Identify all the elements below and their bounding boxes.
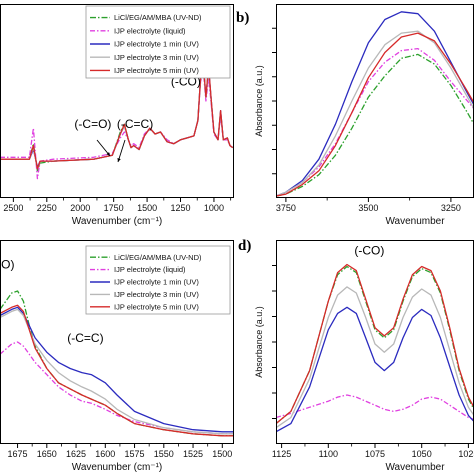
annotation-label: (-C=C) xyxy=(117,117,153,131)
x-tick-label: 2500 xyxy=(3,203,23,213)
annotation-label: (-C=O) xyxy=(74,117,111,131)
panel-label: b) xyxy=(236,10,249,26)
annotation-label: (-CO) xyxy=(354,243,384,257)
series-line-4 xyxy=(276,286,474,429)
x-tick-label: 1100 xyxy=(319,449,338,459)
x-tick-label: 1675 xyxy=(8,449,28,459)
x-tick-label: 1050 xyxy=(412,449,432,459)
x-tick-label: 3250 xyxy=(441,203,461,213)
x-tick-label: 1750 xyxy=(104,203,124,213)
x-axis: 2500 2250 2000 1750 1500 1250 1000 xyxy=(3,198,232,213)
x-tick-label: 1575 xyxy=(125,449,145,459)
series-line-5 xyxy=(0,304,234,437)
legend-entry: IJP electrolyte 1 min (UV) xyxy=(114,40,199,49)
legend-entry: IJP electrolyte 5 min (UV) xyxy=(114,66,199,75)
x-tick-label: 1600 xyxy=(95,449,115,459)
x-tick-label: 1525 xyxy=(183,449,203,459)
chart-panel-4: 1125 1100 1075 1050 1025 Wavenumber Absorbance… xyxy=(238,238,474,473)
chart-panel-3: 1675 1650 1625 1600 1575 1550 1525 1500 Wavenumb… xyxy=(0,240,234,473)
series-line-5 xyxy=(0,61,234,170)
x-axis: 3750 3500 3250 xyxy=(276,198,461,213)
x-tick-label: 2000 xyxy=(70,203,90,213)
y-axis-label: Absorbance (a.u.) xyxy=(254,306,264,378)
plot-frame xyxy=(0,4,234,198)
series-line-4 xyxy=(276,30,474,197)
x-tick-label: 3750 xyxy=(276,203,296,213)
x-axis-label: Wavenumber xyxy=(385,462,445,473)
x-axis-label: Wavenumber (cm⁻¹) xyxy=(72,216,162,227)
y-axis xyxy=(272,265,276,419)
series-line-3 xyxy=(0,306,234,433)
x-tick-label: 1000 xyxy=(204,203,224,213)
arrow-head xyxy=(106,152,110,156)
legend-entry: LiCl/EG/AM/MBA (UV-ND) xyxy=(114,253,202,262)
x-tick-label: 2250 xyxy=(37,203,57,213)
x-tick-label: 1625 xyxy=(66,449,86,459)
series-line-3 xyxy=(276,306,474,433)
x-tick-label: 1550 xyxy=(154,449,174,459)
arrow-head xyxy=(117,158,121,162)
x-tick-label: 1500 xyxy=(137,203,157,213)
x-tick-label: 1025 xyxy=(458,449,474,459)
legend: LiCl/EG/AM/MBA (UV-ND) IJP electrolyte (l… xyxy=(85,245,231,315)
series-line-5 xyxy=(276,32,474,197)
legend-entry: IJP electrolyte (liquid) xyxy=(114,265,186,274)
y-axis xyxy=(272,27,276,175)
x-axis-label: Wavenumber (cm⁻¹) xyxy=(72,462,162,473)
series-line-2 xyxy=(276,47,474,197)
legend-entry: IJP electrolyte 5 min (UV) xyxy=(114,302,199,311)
chart-panel-2: 3750 3500 3250 Wavenumber Absorbance (a.u.) b… xyxy=(236,4,474,227)
series-line-5 xyxy=(276,263,474,425)
x-axis: 1125 1100 1075 1050 1025 xyxy=(272,444,474,459)
x-tick-label: 3500 xyxy=(358,203,378,213)
legend-entry: LiCl/EG/AM/MBA (UV-ND) xyxy=(114,13,202,22)
plot-frame xyxy=(276,240,474,444)
series-line-2 xyxy=(276,394,474,421)
x-tick-label: 1650 xyxy=(37,449,57,459)
panel-label: d) xyxy=(238,238,251,254)
series-line-2 xyxy=(0,341,234,435)
annotation-arrow xyxy=(117,139,126,163)
x-tick-label: 1075 xyxy=(365,449,385,459)
legend-entry: IJP electrolyte 3 min (UV) xyxy=(114,53,199,62)
series-line-1 xyxy=(276,265,474,425)
legend-entry: IJP electrolyte 1 min (UV) xyxy=(114,278,199,287)
x-axis-label: Wavenumber xyxy=(385,216,445,227)
x-tick-label: 1250 xyxy=(170,203,190,213)
chart-panel-1: 2500 2250 2000 1750 1500 1250 1000 Wavenumber (… xyxy=(0,4,234,227)
plot-frame xyxy=(0,240,234,444)
y-axis-label: Absorbance (a.u.) xyxy=(254,65,264,137)
legend: LiCl/EG/AM/MBA (UV-ND) IJP electrolyte (l… xyxy=(85,5,231,79)
legend-box xyxy=(85,245,231,315)
series-line-1 xyxy=(276,53,474,197)
x-tick-label: 1125 xyxy=(272,449,291,459)
annotation-label: C=O) xyxy=(0,258,15,272)
legend-entry: IJP electrolyte 3 min (UV) xyxy=(114,290,199,299)
series-line-4 xyxy=(0,308,234,435)
series-line-3 xyxy=(276,11,474,197)
annotation-label: (-C=C) xyxy=(67,331,103,345)
x-tick-label: 1500 xyxy=(212,449,232,459)
legend-entry: IJP electrolyte (liquid) xyxy=(114,26,186,35)
x-axis: 1675 1650 1625 1600 1575 1550 1525 1500 xyxy=(8,444,232,459)
